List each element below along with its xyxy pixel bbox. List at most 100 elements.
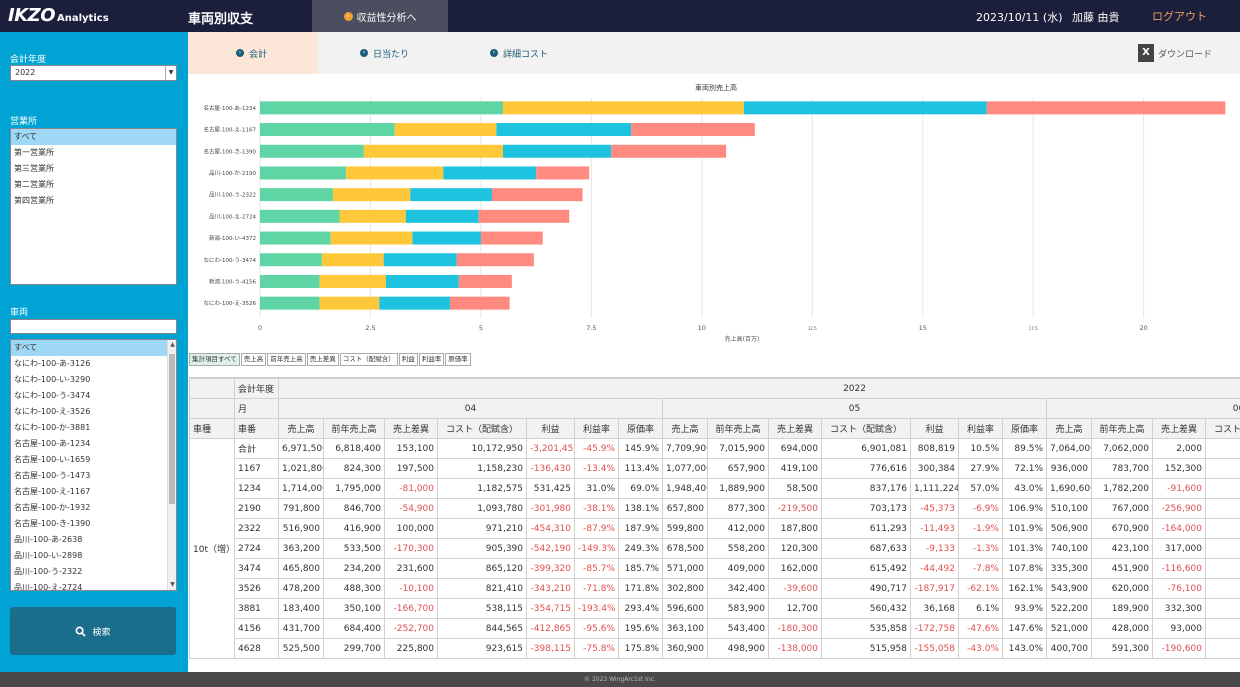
chart-bar-segment: [346, 166, 444, 180]
filter-tab[interactable]: コスト（配賦含）: [339, 353, 398, 366]
vehicle-list-item[interactable]: すべて: [11, 340, 176, 356]
value-cell: 113.4%: [618, 458, 663, 479]
vehicle-listbox[interactable]: すべてなにわ-100-あ-3126 なにわ-100-い-3290 なにわ-100-う…: [10, 339, 177, 591]
chart-bar-segment: [456, 253, 534, 267]
vehicle-list-item[interactable]: 名古屋-100-き-1390: [14, 519, 91, 528]
vehicle-list-item[interactable]: 品川-100-う-2322: [14, 567, 83, 576]
vehicle-list-item[interactable]: 品川-100-え-2724: [14, 583, 83, 591]
tab-detailed-cost[interactable]: › 詳細コスト: [490, 32, 548, 74]
category-label: 品川-100-か-2190: [209, 170, 256, 177]
tab-per-day[interactable]: › 日当たり: [360, 32, 409, 74]
value-cell: 1,948,400: [662, 478, 708, 499]
scroll-down-icon[interactable]: ▼: [170, 581, 175, 588]
value-cell: 488,300: [323, 578, 385, 599]
vehicle-filter-input[interactable]: [10, 319, 177, 334]
vehicle-list-item[interactable]: 名古屋-100-う-1473: [14, 471, 91, 480]
vehicle-list-item[interactable]: 品川-100-い-2898: [14, 551, 83, 560]
filter-tab[interactable]: 売上高: [240, 353, 267, 366]
chart-bar-segment: [260, 296, 320, 310]
table-row: 1234 1,714,000 1,795,000 -81,000 1,182,575 53…: [190, 478, 1240, 499]
chart-bar-segment: [410, 188, 492, 202]
column-header: 原価率: [1002, 418, 1047, 439]
vehicle-number-cell: 1167: [234, 458, 279, 479]
filter-tab[interactable]: 前年売上高: [267, 353, 306, 366]
office-list-item[interactable]: すべて: [11, 129, 176, 145]
vehicle-list-item[interactable]: なにわ-100-う-3474: [14, 391, 91, 400]
filter-tab[interactable]: 利益: [398, 353, 418, 366]
value-cell: [1205, 598, 1240, 619]
value-cell: 299,700: [323, 638, 385, 659]
value-cell: 615,492: [821, 558, 911, 579]
filter-tab[interactable]: 原価率: [445, 353, 471, 366]
vehicle-list-item[interactable]: 品川-100-あ-2638: [14, 535, 83, 544]
chart-bar-segment: [412, 231, 481, 245]
value-cell: 1,690,600: [1046, 478, 1092, 499]
category-label: 品川-100-え-2724: [209, 213, 256, 220]
vehicle-list-item[interactable]: なにわ-100-あ-3126: [14, 359, 91, 368]
search-button[interactable]: 検索: [10, 607, 176, 655]
scroll-thumb[interactable]: [169, 354, 175, 504]
corner-cell: [189, 398, 235, 419]
filter-tab[interactable]: 売上差異: [306, 353, 339, 366]
value-cell: [1205, 578, 1240, 599]
value-cell: 409,000: [707, 558, 769, 579]
value-cell: -166,700: [384, 598, 438, 619]
value-cell: 57.0%: [958, 478, 1003, 499]
office-list-item[interactable]: 第三営業所: [14, 164, 54, 173]
value-cell: [1205, 438, 1240, 459]
value-cell: 525,500: [278, 638, 324, 659]
value-cell: 31.0%: [574, 478, 619, 499]
vehicle-list-item[interactable]: 名古屋-100-か-1932: [14, 503, 91, 512]
office-list-item[interactable]: 第一営業所: [14, 148, 54, 157]
value-cell: -1.3%: [958, 538, 1003, 559]
column-header: 利益: [526, 418, 575, 439]
chart-bar-segment: [611, 144, 727, 158]
logout-link[interactable]: ログアウト: [1152, 10, 1207, 23]
data-table: 会計年度2022月040506車種車番売上高前年売上高売上差異コスト（配賦含）利…: [189, 378, 1240, 659]
filter-tab[interactable]: 利益率: [418, 353, 445, 366]
value-cell: 185.7%: [618, 558, 663, 579]
value-cell: -138,000: [768, 638, 822, 659]
vehicle-list-item[interactable]: 名古屋-100-え-1167: [14, 487, 91, 496]
column-header: 利益率: [958, 418, 1003, 439]
value-cell: 538,115: [437, 598, 527, 619]
vehicle-list-item[interactable]: 名古屋-100-い-1659: [14, 455, 91, 464]
x-tick-label: 7.5: [586, 324, 596, 332]
profitability-analysis-button[interactable]: › 収益性分析へ: [312, 0, 448, 32]
office-listbox[interactable]: すべて第一営業所第三営業所第二営業所第四営業所: [10, 128, 177, 285]
category-label: 新潟-100-う-4156: [209, 277, 256, 285]
value-cell: 400,700: [1046, 638, 1092, 659]
chart-bar-segment: [478, 209, 570, 223]
vehicle-list-item[interactable]: なにわ-100-え-3526: [14, 407, 91, 416]
vehicle-number-cell: 3881: [234, 598, 279, 619]
vehicle-list-item[interactable]: 名古屋-100-あ-1234: [14, 439, 91, 448]
download-button[interactable]: X ダウンロード: [1138, 44, 1212, 62]
value-cell: 412,000: [707, 518, 769, 539]
chevron-down-icon[interactable]: ▼: [165, 66, 176, 80]
office-label: 営業所: [10, 117, 38, 127]
value-cell: 1,093,780: [437, 498, 527, 519]
chart-bar-segment: [260, 231, 331, 245]
office-list-item[interactable]: 第四営業所: [14, 196, 54, 205]
filter-tab[interactable]: 集計項目すべて: [189, 353, 240, 366]
value-cell: 363,100: [662, 618, 708, 639]
value-cell: -180,300: [768, 618, 822, 639]
value-cell: -149.3%: [574, 538, 619, 559]
vehicle-list-item[interactable]: なにわ-100-か-3881: [14, 423, 91, 432]
value-cell: [1205, 458, 1240, 479]
scroll-up-icon[interactable]: ▲: [170, 341, 175, 348]
value-cell: 687,633: [821, 538, 911, 559]
header-month-value: 05: [662, 398, 1047, 419]
category-label: 品川-100-う-2322: [209, 192, 256, 199]
value-cell: 533,500: [323, 538, 385, 559]
office-list-item[interactable]: 第二営業所: [14, 180, 54, 189]
header-vehicle-type: 車種: [189, 418, 235, 439]
vehicle-list-item[interactable]: なにわ-100-い-3290: [14, 375, 91, 384]
user-info: 2023/10/11 (水) 加藤 由貴: [976, 9, 1119, 25]
vehicle-list-scrollbar[interactable]: ▲ ▼: [167, 340, 176, 590]
chart-bar-segment: [260, 253, 322, 267]
fiscal-year-select[interactable]: 2022 ▼: [10, 65, 177, 81]
column-header: 売上差異: [1152, 418, 1206, 439]
value-cell: 6,901,081: [821, 438, 911, 459]
tab-accounting[interactable]: › 会計: [188, 32, 318, 74]
